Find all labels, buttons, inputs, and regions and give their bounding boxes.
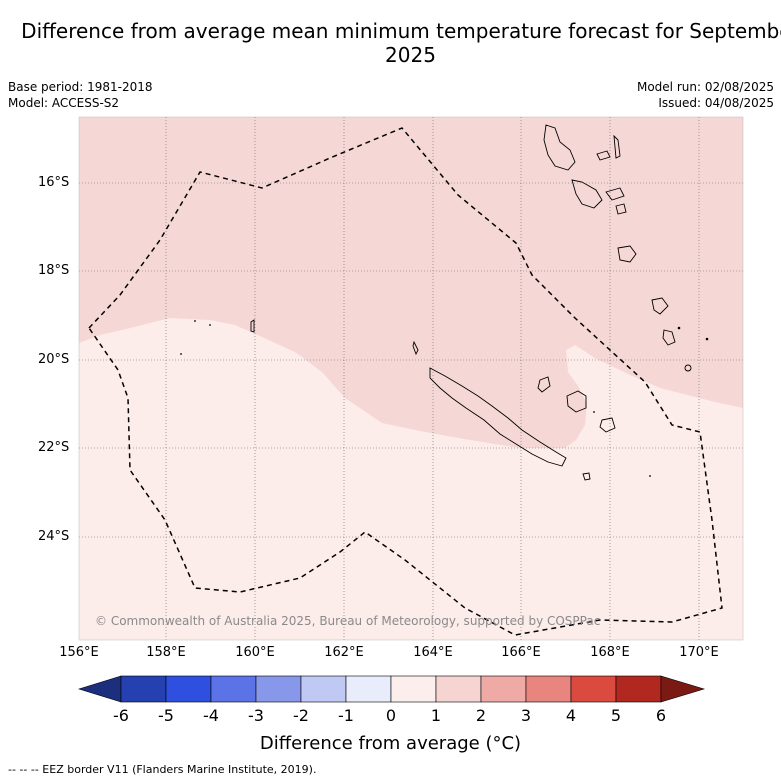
model-name: Model: ACCESS-S2 <box>8 96 120 110</box>
colorbar-tick-label: 0 <box>385 706 397 725</box>
efate-island <box>617 245 637 263</box>
colorbar-segment <box>300 675 347 703</box>
lifou-island <box>566 390 587 413</box>
lon-label-158e: 158°E <box>146 645 186 660</box>
mare-island <box>599 417 616 433</box>
colorbar-tick-label: 3 <box>520 706 532 725</box>
colorbar-segment <box>345 675 392 703</box>
chesterfield-reef <box>250 319 255 333</box>
espiritu-santo-island <box>543 124 576 171</box>
aneityum-island <box>684 364 692 372</box>
colorbar-title: Difference from average (°C) <box>259 733 522 754</box>
lat-label-16s: 16°S <box>38 175 70 190</box>
new-caledonia-island <box>429 367 567 467</box>
lon-label-160e: 160°E <box>235 645 275 660</box>
colorbar-segment <box>165 675 212 703</box>
eez-border <box>88 127 723 636</box>
map-frame <box>78 116 744 641</box>
reef-islet-a <box>194 320 196 322</box>
colorbar-tick-label: 4 <box>565 706 577 725</box>
colorbar-segment <box>615 675 662 703</box>
isle-of-pines <box>582 472 591 481</box>
colorbar-segment <box>210 675 257 703</box>
lat-label-18s: 18°S <box>38 263 70 278</box>
maewo-island <box>613 134 621 159</box>
colorbar-tick-label: -2 <box>293 706 309 725</box>
small-island-b <box>705 337 709 341</box>
malekula-island <box>571 179 603 209</box>
reef-islet-c <box>180 353 182 355</box>
colorbar-segment <box>120 675 167 703</box>
colorbar-arrow-low <box>77 675 122 703</box>
small-island-a <box>677 326 681 330</box>
malo-island <box>596 150 611 161</box>
model-run: Model run: 02/08/2025 <box>636 80 774 94</box>
lon-label-170e: 170°E <box>679 645 719 660</box>
epi-island <box>615 203 627 215</box>
lon-label-162e: 162°E <box>324 645 364 660</box>
colorbar-segment <box>570 675 617 703</box>
meta-left: Base period: 1981-2018 Model: ACCESS-S2 <box>8 79 153 111</box>
lon-label-166e: 166°E <box>501 645 541 660</box>
reef-islet-b <box>209 324 211 326</box>
lon-label-156e: 156°E <box>59 645 99 660</box>
anomaly-region-1-2 <box>79 117 743 448</box>
lat-label-20s: 20°S <box>38 352 70 367</box>
colorbar-segment <box>390 675 437 703</box>
ouvea-island <box>537 376 551 393</box>
colorbar-tick-label: -1 <box>338 706 354 725</box>
colorbar-segment <box>435 675 482 703</box>
chart-title: Difference from average mean minimum tem… <box>21 19 781 67</box>
colorbar-segment <box>480 675 527 703</box>
colorbar-segment <box>525 675 572 703</box>
copyright-notice: © Commonwealth of Australia 2025, Bureau… <box>95 614 601 628</box>
colorbar-tick-label: 1 <box>430 706 442 725</box>
colorbar-tick-label: -5 <box>158 706 174 725</box>
gridlines <box>79 117 743 640</box>
reef-islet-d <box>649 475 651 477</box>
belep-islands <box>412 340 419 356</box>
colorbar-arrow-high <box>660 675 706 703</box>
reef-islet-e <box>593 411 595 413</box>
eez-footnote: -- -- -- EEZ border V11 (Flanders Marine… <box>8 763 317 776</box>
issued-date: Issued: 04/08/2025 <box>658 96 774 110</box>
lat-label-22s: 22°S <box>38 440 70 455</box>
lat-label-24s: 24°S <box>38 529 70 544</box>
colorbar-tick-label: -4 <box>203 706 219 725</box>
colorbar-tick-label: 5 <box>610 706 622 725</box>
lon-label-168e: 168°E <box>590 645 630 660</box>
colorbar-tick-label: -6 <box>113 706 129 725</box>
ambrym-island <box>605 187 625 201</box>
colorbar <box>77 675 706 703</box>
colorbar-tick-label: 2 <box>475 706 487 725</box>
erromango-island <box>651 297 669 315</box>
base-period: Base period: 1981-2018 <box>8 80 153 94</box>
lon-label-164e: 164°E <box>413 645 453 660</box>
colorbar-tick-label: -3 <box>248 706 264 725</box>
colorbar-tick-label: 6 <box>655 706 667 725</box>
colorbar-segment <box>255 675 302 703</box>
meta-right: Model run: 02/08/2025 Issued: 04/08/2025 <box>637 79 774 111</box>
tanna-island <box>662 329 676 346</box>
